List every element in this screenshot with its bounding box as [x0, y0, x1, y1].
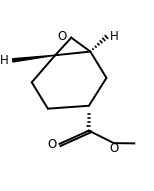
Text: O: O — [109, 142, 118, 155]
Polygon shape — [12, 55, 55, 62]
Text: O: O — [57, 30, 66, 43]
Text: H: H — [0, 54, 9, 67]
Text: O: O — [47, 138, 56, 151]
Text: H: H — [110, 30, 119, 43]
